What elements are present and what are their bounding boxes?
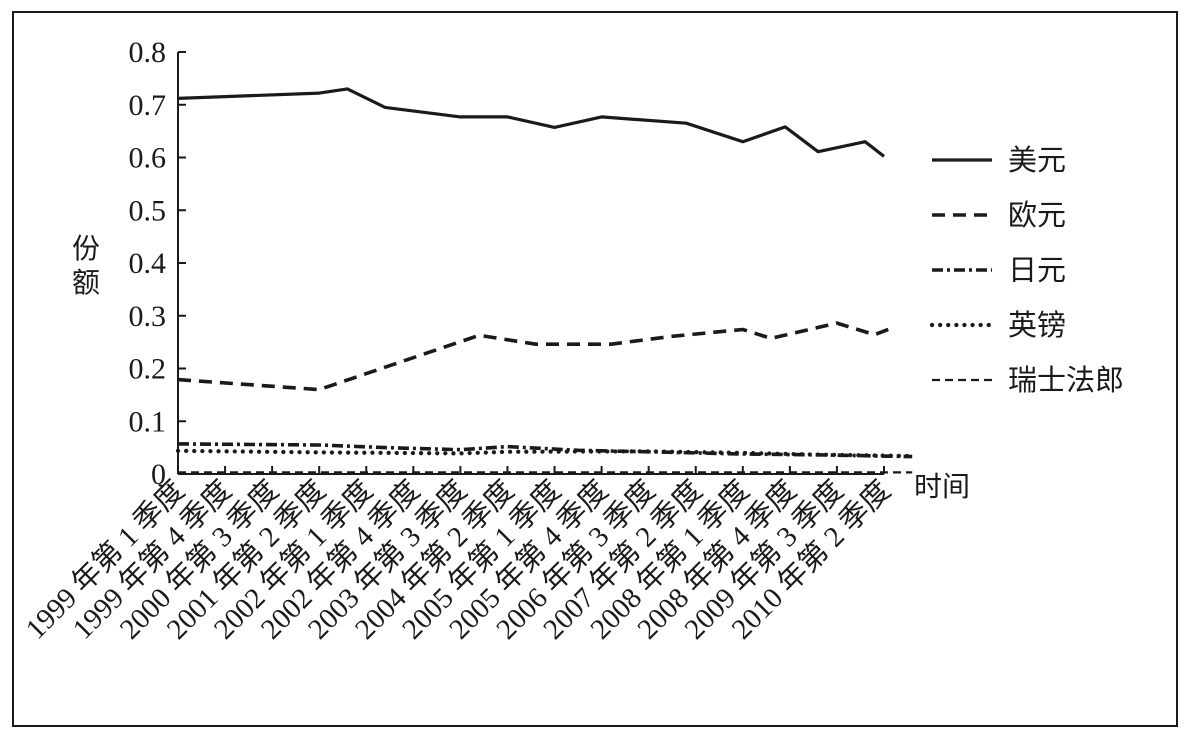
- y-axis-label: 份: [72, 232, 100, 265]
- y-tick-label: 0.2: [129, 353, 167, 386]
- x-axis-label: 时间: [914, 470, 970, 503]
- series-line: [175, 448, 915, 459]
- y-tick-label: 0: [151, 458, 166, 491]
- y-tick-label: 0.3: [129, 300, 167, 333]
- y-tick-label: 0.6: [129, 142, 167, 175]
- series-line: [177, 321, 895, 392]
- y-tick-label: 0.7: [129, 89, 167, 122]
- y-axis-label-part: 额: [72, 266, 100, 299]
- legend-label: 日元: [1008, 253, 1066, 287]
- series-line: [177, 87, 885, 158]
- legend-label: 美元: [1008, 143, 1066, 177]
- chart-border: [12, 11, 1178, 727]
- series-lines: [175, 87, 915, 474]
- legend-label: 瑞士法郎: [1008, 363, 1124, 397]
- y-tick-label: 0.8: [129, 36, 167, 69]
- legend-label: 欧元: [1008, 198, 1066, 232]
- y-tick-label: 0.1: [129, 405, 167, 438]
- y-tick-label: 0.4: [129, 247, 167, 280]
- legend-label: 英镑: [1008, 308, 1066, 342]
- y-tick-label: 0.5: [129, 194, 167, 227]
